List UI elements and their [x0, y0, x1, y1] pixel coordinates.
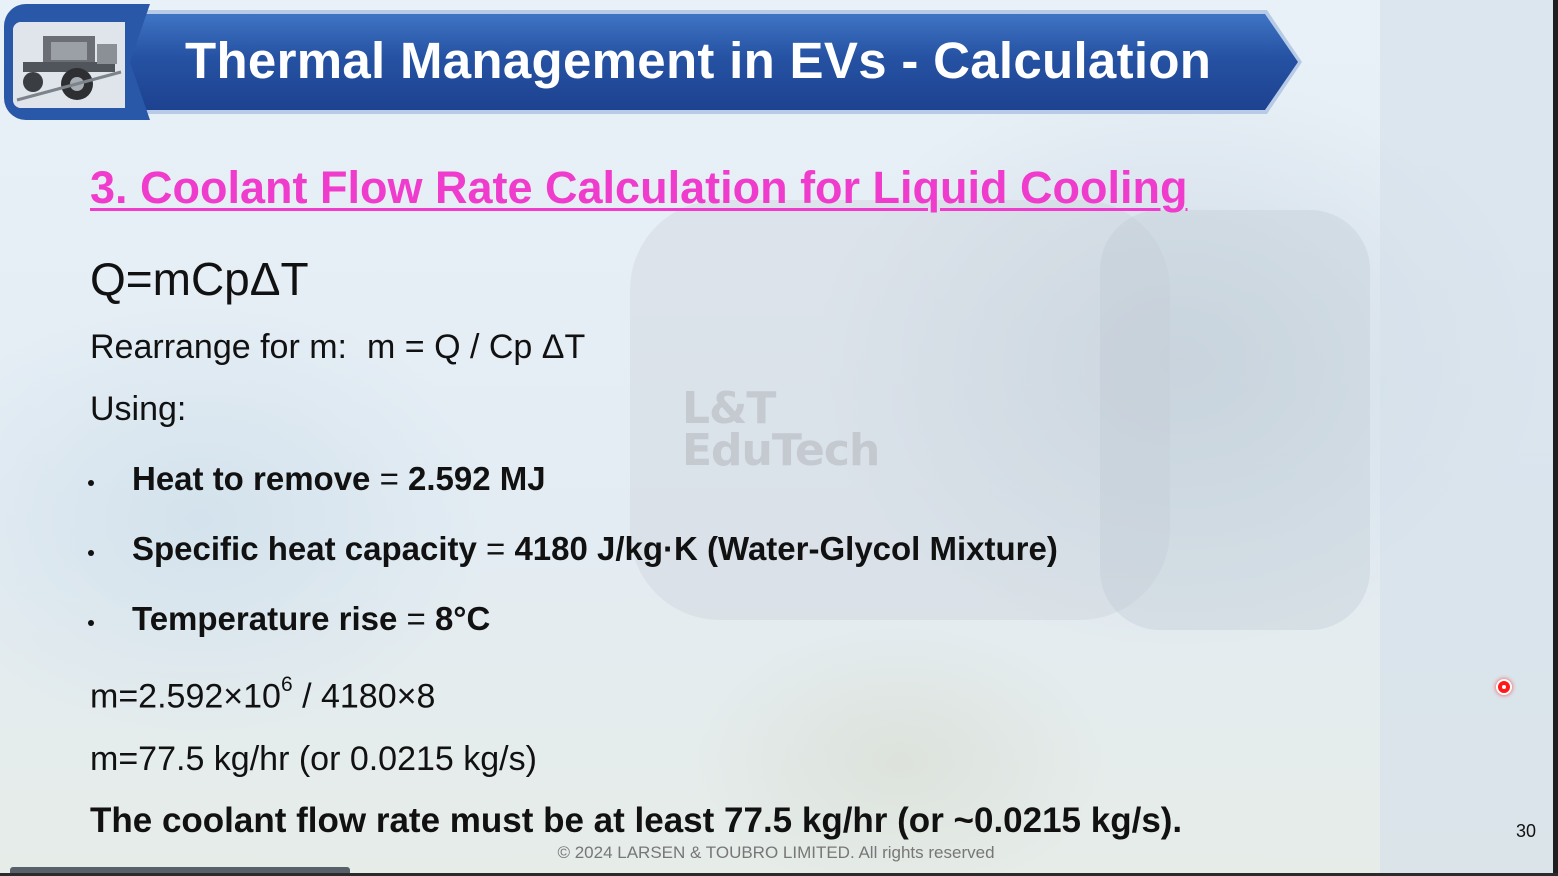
list-item: Heat to remove = 2.592 MJ: [88, 458, 546, 500]
rearrange-line: Rearrange for m: m = Q / Cp ΔT: [90, 326, 585, 368]
calc-step-1-prefix: m=2.592×10: [90, 677, 281, 716]
using-label: Using:: [90, 390, 187, 428]
calc-step-1-suffix: / 4180×8: [292, 677, 436, 716]
watermark-line-2: EduTech: [682, 425, 880, 476]
bullet-value: 8°C: [434, 600, 491, 637]
bullet-label: Temperature rise: [132, 600, 398, 637]
calculation-step-1: m=2.592×106 / 4180×8: [90, 668, 435, 717]
conclusion-text: The coolant flow rate must be at least 7…: [90, 801, 1183, 840]
background-port-cap: [1100, 210, 1370, 630]
bullet-separator: =: [370, 460, 409, 497]
background-shape: [1380, 0, 1558, 876]
bullet-label: Heat to remove: [132, 460, 371, 497]
window-bottom-edge: [0, 873, 1558, 876]
presenter-toolbar-edge[interactable]: [10, 867, 350, 876]
bullet-value: 2.592 MJ: [408, 460, 546, 497]
bullet-separator: =: [397, 600, 435, 637]
watermark-line-1: L&T: [682, 383, 776, 434]
main-formula: Q=mCpΔT: [90, 253, 309, 305]
slide-number: 30: [1516, 821, 1537, 841]
slide-title: Thermal Management in EVs - Calculation: [185, 32, 1212, 89]
rearrange-formula: m = Q / Cp ΔT: [367, 328, 586, 366]
bullet-separator: =: [476, 530, 515, 567]
bullet-icon: [88, 480, 94, 487]
window-edge: [1553, 0, 1558, 876]
bullet-icon: [88, 550, 94, 557]
section-heading: 3. Coolant Flow Rate Calculation for Liq…: [90, 162, 1188, 213]
ev-chassis-drawing: [13, 22, 125, 108]
ev-chassis-image-icon: [13, 22, 125, 108]
background-charging-port: [630, 200, 1170, 620]
copyright-text: © 2024 LARSEN & TOUBRO LIMITED. All righ…: [557, 843, 995, 862]
laser-pointer-icon: [1496, 679, 1512, 695]
calculation-step-2: m=77.5 kg/hr (or 0.0215 kg/s): [90, 740, 537, 778]
title-banner: [128, 14, 1298, 110]
bullet-label: Specific heat capacity: [132, 530, 477, 567]
list-item: Temperature rise = 8°C: [88, 598, 490, 640]
rearrange-label: Rearrange for m:: [90, 328, 347, 366]
bullet-value: 4180 J/kg·K (Water-Glycol Mixture): [514, 530, 1058, 567]
bullet-icon: [88, 620, 94, 627]
calc-step-1-exponent: 6: [280, 673, 293, 696]
list-item: Specific heat capacity = 4180 J/kg·K (Wa…: [88, 528, 1058, 570]
watermark-logo: L&T EduTech: [682, 383, 880, 476]
footer-copyright: © 2024 LARSEN & TOUBRO LIMITED. All righ…: [0, 843, 1558, 863]
